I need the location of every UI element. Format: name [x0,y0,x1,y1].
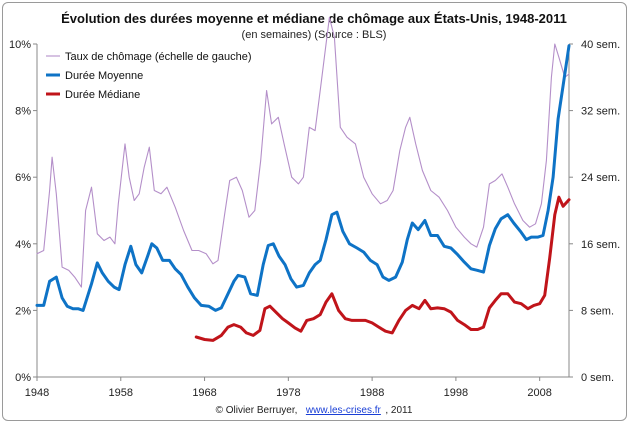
y-left-tick-label: 2% [15,305,31,317]
x-tick-label: 1998 [444,387,468,399]
plot-area: 0% 2% 4% 6% 8% 10% 0 sem. 8 sem. 16 sem. 24 sem. 3… [9,16,620,399]
y-right-tick-label: 8 sem. [581,305,614,317]
x-tick-label: 1958 [109,387,133,399]
credit-prefix: © Olivier Berruyer, [216,405,298,416]
legend-label-2: Durée Médiane [65,89,140,101]
y-right-tick-label: 0 sem. [581,372,614,384]
chart-subtitle: (en semaines) (Source : BLS) [242,29,387,41]
x-tick-label: 2008 [527,387,551,399]
chart-credit: © Olivier Berruyer, www.les-crises.fr , … [216,400,413,417]
legend: Taux de chômage (échelle de gauche) Durée… [46,51,252,101]
y-left-tick-label: 4% [15,239,31,251]
legend-label-1: Durée Moyenne [65,70,143,82]
series-line-0 [36,16,570,288]
series-line-2 [194,195,571,342]
legend-label-0: Taux de chômage (échelle de gauche) [65,51,252,63]
credit-link[interactable]: www.les-crises.fr [305,405,382,416]
y-right-tick-label: 40 sem. [581,39,620,51]
y-left-tick-label: 10% [9,39,31,51]
x-tick-label: 1948 [25,387,49,399]
series-line-1 [35,44,571,312]
x-tick-label: 1968 [192,387,216,399]
x-tick-label: 1978 [276,387,300,399]
x-tick-label: 1988 [360,387,384,399]
credit-suffix: , 2011 [385,405,412,416]
chart-title: Évolution des durées moyenne et médiane … [61,11,567,26]
y-left-tick-label: 8% [15,106,31,118]
y-right-tick-label: 32 sem. [581,106,620,118]
y-right-tick-label: 24 sem. [581,172,620,184]
y-left-tick-label: 6% [15,172,31,184]
y-left-tick-label: 0% [15,372,31,384]
y-right-tick-label: 16 sem. [581,239,620,251]
